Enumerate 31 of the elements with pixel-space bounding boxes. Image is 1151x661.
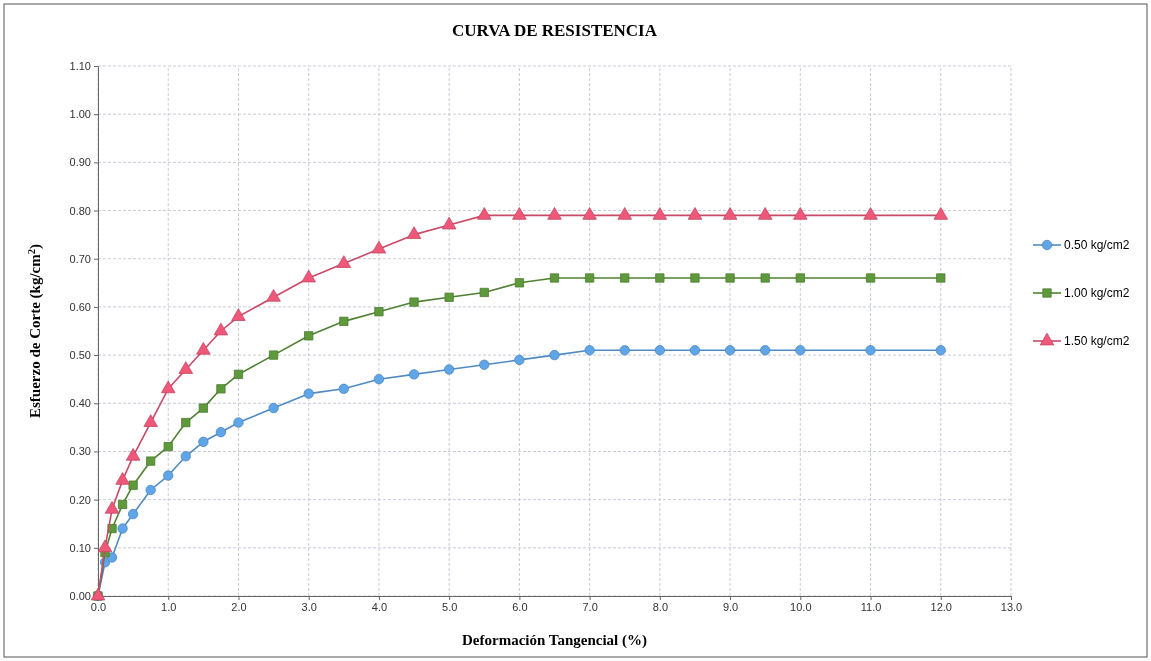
x-tick-label: 5.0 <box>442 600 458 613</box>
y-tick-label: 0.50 <box>69 349 91 362</box>
y-tick-label: 0.90 <box>69 156 91 169</box>
y-tick-label: 0.40 <box>69 397 91 410</box>
y-tick-label: 0.00 <box>69 590 91 603</box>
x-tick-label: 13.0 <box>1000 600 1023 613</box>
x-tick-label: 12.0 <box>930 600 952 613</box>
x-tick-label: 2.0 <box>231 600 247 613</box>
y-tick-label: 0.20 <box>69 493 91 506</box>
x-tick-label: 0.0 <box>90 600 107 613</box>
y-tick-label: 0.80 <box>69 204 91 217</box>
x-tick-label: 9.0 <box>722 600 739 613</box>
x-tick-label: 7.0 <box>582 600 598 613</box>
x-axis-title: Deformación Tangencial (%) <box>462 632 647 649</box>
x-tick-label: 6.0 <box>512 600 528 613</box>
chart-title: CURVA DE RESISTENCIA <box>451 21 658 40</box>
legend-label: 1.50 kg/cm2 <box>1064 334 1130 348</box>
x-tick-label: 1.0 <box>161 600 177 613</box>
x-tick-label: 4.0 <box>371 600 388 613</box>
y-tick-label: 0.30 <box>69 445 91 458</box>
y-tick-label: 1.10 <box>69 60 91 73</box>
legend-label: 0.50 kg/cm2 <box>1064 238 1130 252</box>
y-tick-label: 0.10 <box>69 541 91 554</box>
y-tick-label: 0.70 <box>69 252 91 265</box>
legend-label: 1.00 kg/cm2 <box>1064 286 1130 300</box>
y-tick-label: 0.60 <box>69 300 91 313</box>
x-tick-label: 11.0 <box>860 600 882 613</box>
x-tick-label: 3.0 <box>301 600 317 613</box>
x-tick-label: 8.0 <box>652 600 668 613</box>
y-tick-label: 1.00 <box>69 108 91 121</box>
x-tick-label: 10.0 <box>790 600 812 613</box>
